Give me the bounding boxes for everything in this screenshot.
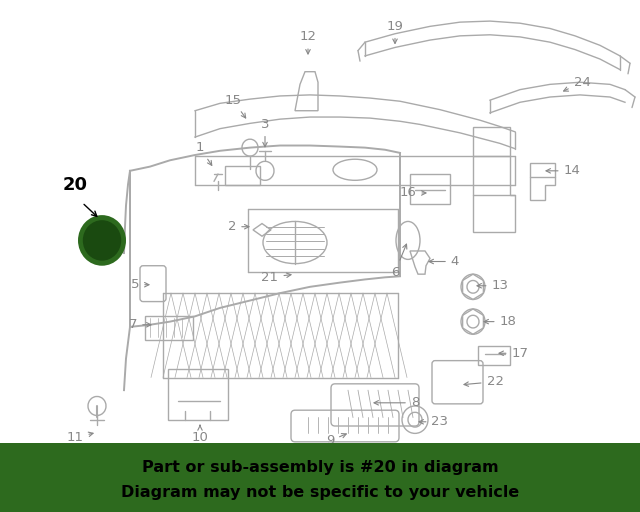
Text: 5: 5 xyxy=(131,278,149,291)
Text: 6: 6 xyxy=(391,244,407,279)
Text: 17: 17 xyxy=(499,347,529,360)
Text: 13: 13 xyxy=(477,279,509,292)
Text: 22: 22 xyxy=(464,375,504,388)
Text: 10: 10 xyxy=(191,425,209,444)
Text: 12: 12 xyxy=(300,30,317,54)
Text: 2: 2 xyxy=(228,220,249,233)
Text: 19: 19 xyxy=(387,20,403,44)
Text: 9: 9 xyxy=(326,434,346,447)
Text: 20: 20 xyxy=(63,176,88,194)
Text: Diagram may not be specific to your vehicle: Diagram may not be specific to your vehi… xyxy=(121,485,519,500)
Text: 24: 24 xyxy=(564,76,591,91)
Text: 8: 8 xyxy=(374,396,419,409)
Text: Part or sub-assembly is #20 in diagram: Part or sub-assembly is #20 in diagram xyxy=(141,460,499,475)
Text: 16: 16 xyxy=(399,186,426,200)
Circle shape xyxy=(78,215,126,266)
Text: 15: 15 xyxy=(225,94,246,118)
FancyBboxPatch shape xyxy=(0,443,640,512)
Text: 4: 4 xyxy=(429,255,459,268)
Circle shape xyxy=(83,220,121,261)
Text: 23: 23 xyxy=(419,415,449,429)
Text: 3: 3 xyxy=(260,118,269,147)
Text: 1: 1 xyxy=(196,141,212,165)
Text: 7: 7 xyxy=(129,318,151,331)
Text: 11: 11 xyxy=(67,431,93,444)
Text: 18: 18 xyxy=(484,315,516,328)
Text: 21: 21 xyxy=(262,271,291,284)
Text: 14: 14 xyxy=(546,164,580,177)
